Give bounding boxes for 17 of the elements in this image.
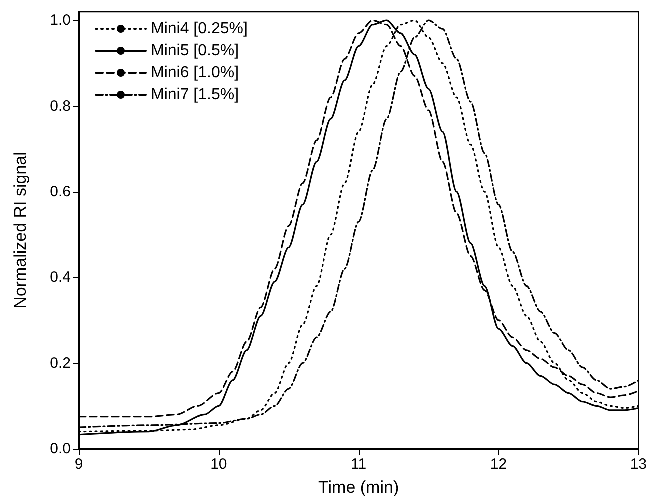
legend-label: Mini5 [0.5%] [151, 42, 240, 60]
legend-label: Mini6 [1.0%] [151, 64, 240, 82]
y-tick-label: 1.0 [50, 12, 71, 30]
legend-label: Mini4 [0.25%] [151, 20, 248, 38]
x-tick-label: 13 [630, 456, 647, 473]
y-tick-label: 0.2 [50, 354, 71, 372]
x-tick-label: 9 [74, 456, 84, 473]
y-axis-title: Normalized RI signal [11, 152, 30, 309]
x-tick-label: 10 [210, 456, 228, 473]
x-tick-label: 12 [490, 456, 508, 473]
y-tick-label: 0.0 [50, 440, 71, 458]
legend-label: Mini7 [1.5%] [151, 86, 240, 104]
y-tick-label: 0.6 [50, 183, 71, 200]
x-tick-label: 11 [351, 456, 367, 473]
x-axis-title: Time (min) [318, 478, 400, 497]
y-tick-label: 0.8 [50, 98, 71, 115]
y-tick-label: 0.4 [50, 269, 71, 286]
